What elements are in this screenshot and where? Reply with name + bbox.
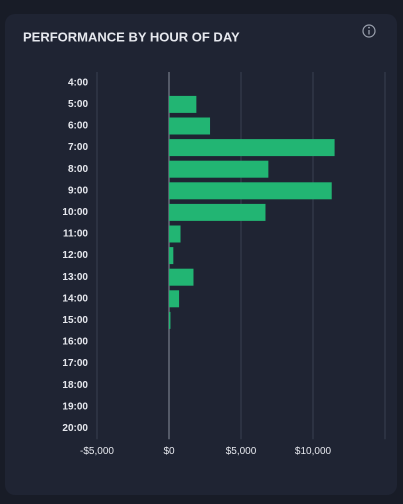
bar: [169, 117, 211, 135]
bar: [169, 95, 197, 113]
y-tick-label: 8:00: [68, 164, 88, 175]
bar: [169, 268, 194, 286]
x-tick-label: $5,000: [226, 446, 257, 457]
y-tick-label: 5:00: [68, 99, 88, 110]
y-tick-label: 18:00: [62, 380, 88, 391]
y-tick-label: 4:00: [68, 77, 88, 88]
bar: [169, 203, 266, 221]
y-tick-label: 19:00: [62, 401, 88, 412]
y-tick-label: 10:00: [62, 207, 88, 218]
bar: [169, 225, 181, 243]
card: [5, 14, 397, 495]
y-tick-label: 17:00: [62, 358, 88, 369]
y-tick-label: 11:00: [63, 229, 88, 240]
y-tick-label: 6:00: [68, 121, 88, 132]
y-tick-label: 14:00: [62, 293, 88, 304]
bar: [169, 290, 180, 308]
bar: [169, 247, 174, 265]
y-tick-label: 20:00: [62, 423, 88, 434]
bar: [169, 160, 269, 178]
y-tick-label: 9:00: [68, 185, 88, 196]
x-tick-label: -$5,000: [80, 446, 114, 457]
y-tick-label: 12:00: [62, 250, 88, 261]
bar: [169, 182, 332, 200]
x-tick-label: $10,000: [295, 446, 332, 457]
bar: [169, 311, 171, 329]
info-icon[interactable]: [362, 24, 376, 38]
y-tick-label: 16:00: [62, 337, 88, 348]
y-tick-label: 13:00: [62, 272, 88, 283]
y-tick-label: 7:00: [68, 142, 88, 153]
y-tick-label: 15:00: [62, 315, 88, 326]
x-tick-label: $0: [163, 446, 175, 457]
bar: [169, 139, 335, 157]
chart-title: PERFORMANCE BY HOUR OF DAY: [23, 29, 240, 44]
